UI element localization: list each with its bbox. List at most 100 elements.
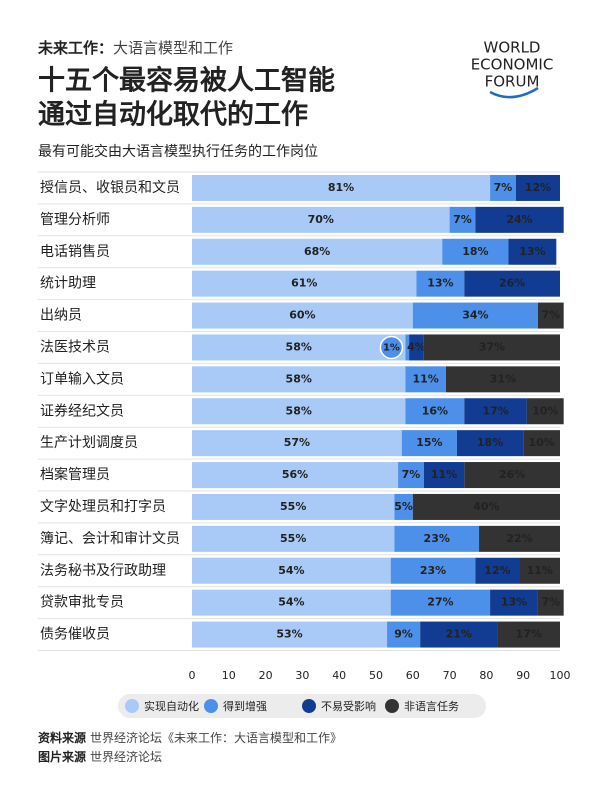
bar-segment [192,174,491,201]
bar-segment [192,589,391,616]
value-label: 55% [280,532,306,545]
logo-line: WORLD [484,39,541,57]
category-label: 法务秘书及行政助理 [40,563,166,579]
x-tick-label: 10 [222,669,236,682]
value-label: 4% [407,340,426,353]
category-label: 电话销售员 [40,244,110,260]
bar-segment [519,557,560,584]
bar-segment [398,462,424,489]
value-label: 53% [276,628,302,641]
x-tick-label: 70 [443,669,457,682]
bar-segment [192,398,406,425]
bar-segment [192,557,391,584]
value-label: 10% [528,436,554,449]
bar-segment [390,589,491,616]
bar-segment [537,302,564,329]
value-label: 57% [284,436,310,449]
bar-segment [464,270,560,297]
x-tick-label: 50 [369,669,383,682]
bar-segment [192,621,388,648]
value-label: 15% [416,436,442,449]
bar-segment [515,174,560,201]
value-label: 61% [291,277,317,290]
value-label: 56% [282,468,308,481]
label-bubble [379,335,404,360]
value-label: 58% [286,340,312,353]
value-label: 21% [446,628,472,641]
bar-segment [523,430,560,457]
kicker-name: 大语言模型和工作 [113,39,233,57]
value-label: 37% [479,340,505,353]
bar-segment [192,334,406,361]
logo-line: FORUM [485,73,540,91]
value-label: 13% [519,245,545,258]
bar-segment [420,621,498,648]
value-label: 23% [424,532,450,545]
value-label: 7% [541,596,560,609]
bar-segment [537,589,564,616]
bar-segment [192,302,413,329]
value-label: 17% [516,628,542,641]
source-label: 图片来源 [38,749,86,764]
value-label: 13% [427,277,453,290]
value-label: 23% [420,564,446,577]
value-label: 17% [482,404,508,417]
value-label: 11% [413,372,439,385]
x-tick-label: 100 [550,669,571,682]
value-label: 58% [286,372,312,385]
logo-line: ECONOMIC [471,56,554,74]
value-label: 68% [304,245,330,258]
x-tick-label: 80 [479,669,493,682]
bar-segment [456,430,524,457]
value-label: 10% [532,404,558,417]
value-label: 18% [462,245,488,258]
bar-segment [394,525,480,552]
value-label: 7% [494,181,513,194]
value-label: 11% [431,468,457,481]
value-label: 34% [462,309,488,322]
category-label: 统计助理 [40,276,96,292]
logo: WORLD ECONOMIC FORUM [471,39,554,99]
bar-segment [387,621,421,648]
bar-segment [423,462,465,489]
value-label: 31% [490,372,516,385]
bar-segment [401,430,457,457]
x-tick-label: 30 [295,669,309,682]
x-tick-label: 90 [516,669,530,682]
bar-segment [490,174,516,201]
source-text: 世界经济论坛 [90,749,162,764]
source-line: 资料来源 世界经济论坛《未来工作：大语言模型和工作》 [38,730,342,745]
source-label: 资料来源 [38,730,86,745]
bar-segment [445,366,560,393]
category-label: 档案管理员 [40,466,110,483]
bar-segment [416,270,465,297]
bar-segment [497,621,560,648]
legend-label: 实现自动化 [144,699,199,713]
bar-segment [192,238,443,265]
value-label: 18% [477,436,503,449]
bar-segment [192,366,406,393]
value-label: 70% [308,213,334,226]
bar-segment [490,589,538,616]
value-label: 12% [484,564,510,577]
value-label: 27% [427,596,453,609]
source-text: 世界经济论坛《未来工作：大语言模型和工作》 [90,730,342,745]
bar-segment [464,398,527,425]
bar-segment [192,462,399,489]
legend-label: 得到增强 [223,699,267,713]
x-tick-label: 60 [406,669,420,682]
bar-segment [192,206,450,233]
value-label: 12% [525,181,551,194]
value-label: 55% [280,500,306,513]
bar-segment [390,557,476,584]
bar-segment [405,334,410,361]
value-label: 16% [422,404,448,417]
legend-label: 非语言任务 [404,700,459,713]
x-tick-label: 40 [332,669,346,682]
bar-segment [192,430,402,457]
title-line: 通过自动化取代的工作 [38,99,308,131]
legend-swatch [125,699,139,713]
category-label: 簿记、会计和审计文员 [40,531,180,547]
bar-segment [412,302,538,329]
